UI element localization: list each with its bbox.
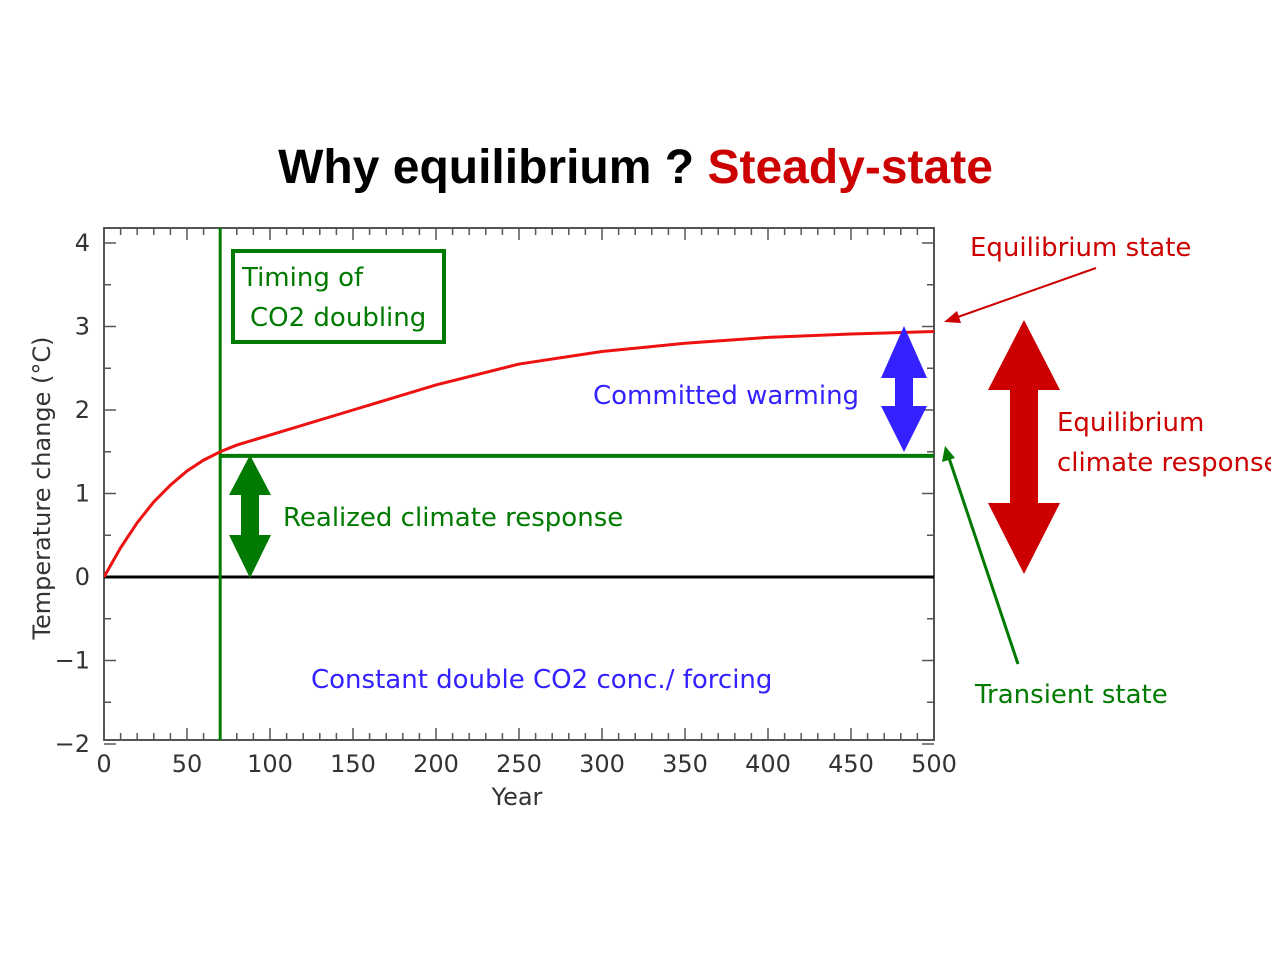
x-axis-label: Year <box>491 783 543 811</box>
y-tick-label: 1 <box>75 480 90 508</box>
x-tick-label: 200 <box>413 750 459 778</box>
x-tick-label: 250 <box>496 750 542 778</box>
realized-response-arrow <box>229 455 271 578</box>
y-axis-label: Temperature change (°C) <box>28 336 56 640</box>
realized-response-label: Realized climate response <box>283 503 623 533</box>
y-tick-labels: −2 −1 0 1 2 3 4 <box>55 229 90 758</box>
x-tick-label: 150 <box>330 750 376 778</box>
x-tick-label: 500 <box>911 750 957 778</box>
y-tick-label: −1 <box>55 647 90 675</box>
x-tick-label: 0 <box>96 750 111 778</box>
committed-warming-label: Committed warming <box>593 381 859 411</box>
temperature-series-line <box>104 330 934 578</box>
slide-title: Why equilibrium ? Steady-state <box>0 140 1271 195</box>
axis-ticks <box>103 228 935 745</box>
equilibrium-pointer-arrow <box>944 267 1097 323</box>
equilibrium-response-arrow <box>988 320 1060 574</box>
x-tick-label: 450 <box>828 750 874 778</box>
equilibrium-state-label: Equilibrium state <box>970 233 1191 263</box>
y-tick-label: 2 <box>75 396 90 424</box>
timing-label-line1: Timing of <box>241 263 364 293</box>
x-tick-label: 350 <box>662 750 708 778</box>
y-tick-label: 0 <box>75 563 90 591</box>
committed-warming-arrow <box>881 326 927 452</box>
equilibrium-response-label-line1: Equilibrium <box>1057 408 1204 438</box>
x-tick-label: 400 <box>745 750 791 778</box>
x-tick-label: 100 <box>247 750 293 778</box>
transient-pointer-arrow <box>942 446 1020 665</box>
y-tick-label: −2 <box>55 730 90 758</box>
title-main: Why equilibrium ? <box>278 141 695 194</box>
y-tick-label: 4 <box>75 229 90 257</box>
timing-box <box>231 249 446 344</box>
title-accent: Steady-state <box>707 141 993 194</box>
x-tick-label: 50 <box>172 750 203 778</box>
transient-state-label: Transient state <box>974 680 1168 710</box>
plot-frame <box>103 227 935 741</box>
y-tick-label: 3 <box>75 313 90 341</box>
x-tick-labels: 0 50 100 150 200 250 300 350 400 450 500 <box>96 750 957 778</box>
x-tick-label: 300 <box>579 750 625 778</box>
timing-label-line2: CO2 doubling <box>250 303 426 333</box>
equilibrium-response-label-line2: climate response <box>1057 448 1271 478</box>
constant-forcing-label: Constant double CO2 conc./ forcing <box>311 665 772 695</box>
